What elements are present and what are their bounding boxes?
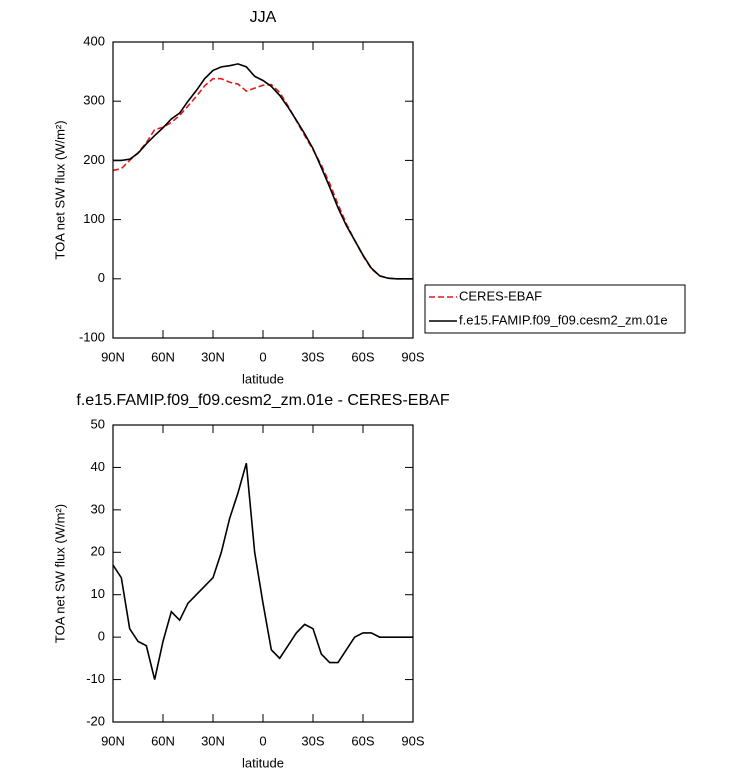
y-tick-label: -10 [86, 671, 105, 686]
plot-frame [112, 424, 414, 723]
y-tick-label: 0 [98, 270, 105, 285]
y-axis-label: TOA net SW flux (W/m²) [52, 120, 67, 259]
legend-label: f.e15.FAMIP.f09_f09.cesm2_zm.01e [459, 312, 668, 327]
x-tick-label: 30N [201, 349, 225, 364]
y-tick-label: -100 [79, 329, 105, 344]
data-line [112, 462, 413, 680]
x-tick-label: 90N [101, 349, 125, 364]
y-tick-label: -20 [86, 713, 105, 728]
x-tick-label: 30S [301, 349, 324, 364]
y-tick-label: 100 [83, 211, 105, 226]
chart-title: JJA [250, 9, 277, 26]
x-axis-label: latitude [242, 755, 284, 770]
x-tick-label: 60S [351, 733, 374, 748]
y-tick-label: 20 [91, 544, 105, 559]
y-tick-label: 200 [83, 152, 105, 167]
x-tick-label: 60S [351, 349, 374, 364]
y-tick-label: 400 [83, 33, 105, 48]
y-tick-label: 0 [98, 629, 105, 644]
y-tick-label: 50 [91, 416, 105, 431]
x-tick-label: 30N [201, 733, 225, 748]
y-tick-label: 300 [83, 93, 105, 108]
y-tick-label: 40 [91, 459, 105, 474]
chart-title: f.e15.FAMIP.f09_f09.cesm2_zm.01e - CERES… [76, 392, 449, 409]
data-line [113, 63, 413, 280]
x-tick-label: 30S [301, 733, 324, 748]
x-tick-label: 90S [401, 733, 424, 748]
legend-label: CERES-EBAF [459, 288, 542, 303]
y-tick-label: 30 [91, 501, 105, 516]
x-tick-label: 60N [151, 349, 175, 364]
legend-box [424, 284, 686, 334]
x-tick-label: 0 [259, 349, 266, 364]
y-tick-label: 10 [91, 586, 105, 601]
data-line [112, 77, 413, 280]
x-tick-label: 60N [151, 733, 175, 748]
x-tick-label: 90S [401, 349, 424, 364]
x-tick-label: 90N [101, 733, 125, 748]
plot-frame [112, 41, 414, 339]
x-axis-label: latitude [242, 371, 284, 386]
y-axis-label: TOA net SW flux (W/m²) [52, 504, 67, 643]
x-tick-label: 0 [259, 733, 266, 748]
